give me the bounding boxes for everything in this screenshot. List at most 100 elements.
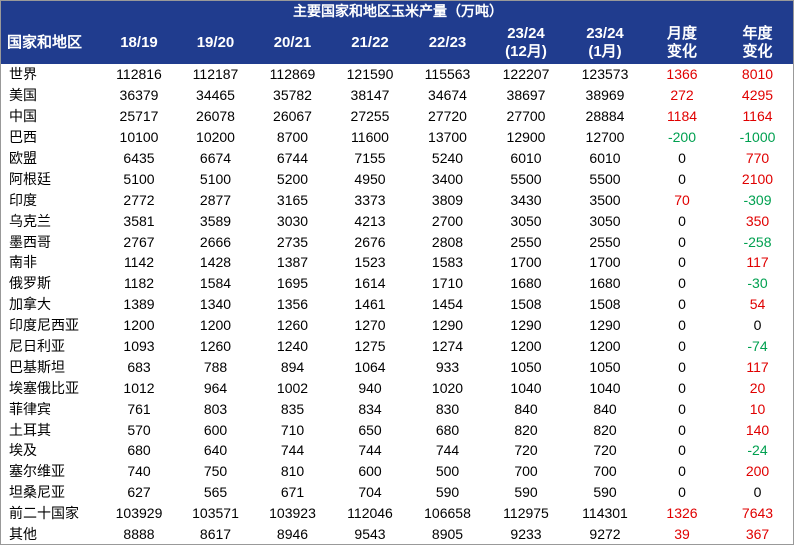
value-cell: 4950 xyxy=(354,170,386,187)
value-cell: 35782 xyxy=(273,87,312,104)
value-cell: 200 xyxy=(745,463,770,480)
value-cell: 6435 xyxy=(123,150,155,166)
value-cell: 671 xyxy=(280,484,305,501)
value-cell: 3581 xyxy=(123,212,155,229)
value-cell: 117 xyxy=(746,254,769,271)
header-text: 18/19 xyxy=(120,33,158,51)
value-cell: 2550 xyxy=(589,233,621,250)
value-cell: 0 xyxy=(678,463,686,480)
value-cell: 820 xyxy=(514,421,538,438)
region-cell: 俄罗斯 xyxy=(9,275,51,292)
header-text: 变化 xyxy=(742,42,773,60)
value-cell: 2676 xyxy=(354,233,386,250)
data-row: 尼日利亚 1093 1260 1240 1275 1274 1200 1200 0 -74 xyxy=(1,336,793,357)
value-cell: 5100 xyxy=(123,170,155,187)
value-cell: 1583 xyxy=(431,254,464,271)
value-cell: 1050 xyxy=(510,358,542,375)
value-cell: 600 xyxy=(203,421,228,438)
value-cell: 1290 xyxy=(510,317,542,334)
value-cell: 8010 xyxy=(741,66,774,83)
value-cell: 6674 xyxy=(199,150,232,166)
value-cell: -258 xyxy=(743,233,772,250)
value-cell: 27720 xyxy=(428,108,467,125)
header-text: 变化 xyxy=(666,42,697,60)
header-cell: 国家和地区 xyxy=(1,21,101,64)
value-cell: 830 xyxy=(435,400,460,417)
region-cell: 尼日利亚 xyxy=(9,338,65,355)
header-cell: 20/21 xyxy=(254,21,331,64)
data-row: 阿根廷 5100 5100 5200 4950 3400 5500 5500 0 2100 xyxy=(1,168,793,189)
value-cell: 10 xyxy=(749,400,766,417)
value-cell: 1366 xyxy=(666,66,698,83)
value-cell: -1000 xyxy=(739,129,776,146)
value-cell: 5500 xyxy=(589,170,621,187)
value-cell: -74 xyxy=(747,338,768,355)
value-cell: 1387 xyxy=(276,254,309,271)
value-cell: 11600 xyxy=(351,129,389,146)
data-row: 巴基斯坦 683 788 894 1064 933 1050 1050 0 117 xyxy=(1,356,793,377)
value-cell: 34465 xyxy=(196,87,235,104)
data-row: 坦桑尼亚 627 565 671 704 590 590 590 0 0 xyxy=(1,482,793,503)
value-cell: 1200 xyxy=(199,317,232,334)
value-cell: 36379 xyxy=(119,87,159,104)
value-cell: 700 xyxy=(514,463,538,480)
value-cell: 39 xyxy=(674,526,690,543)
value-cell: 0 xyxy=(678,400,686,417)
region-cell: 菲律宾 xyxy=(9,400,51,417)
value-cell: 112187 xyxy=(192,66,239,83)
value-cell: 740 xyxy=(127,463,151,480)
value-cell: 1356 xyxy=(276,296,309,313)
value-cell: 3500 xyxy=(589,191,621,208)
value-cell: 0 xyxy=(678,233,686,250)
value-cell: 3030 xyxy=(276,212,309,229)
value-cell: 1389 xyxy=(123,296,155,313)
value-cell: 38697 xyxy=(506,87,546,104)
value-cell: 10100 xyxy=(119,129,159,146)
value-cell: 103929 xyxy=(115,505,163,522)
value-cell: 38969 xyxy=(585,87,625,104)
value-cell: 2550 xyxy=(510,233,542,250)
value-cell: 720 xyxy=(593,442,617,459)
region-cell: 巴西 xyxy=(9,129,37,146)
value-cell: 3373 xyxy=(354,191,386,208)
value-cell: 0 xyxy=(678,421,686,438)
value-cell: 5200 xyxy=(276,170,309,187)
data-row: 欧盟 6435 6674 6744 7155 5240 6010 6010 0 770 xyxy=(1,148,793,169)
value-cell: 710 xyxy=(280,421,305,438)
region-cell: 乌克兰 xyxy=(9,212,51,229)
value-cell: 590 xyxy=(593,484,617,501)
header-cell: 21/22 xyxy=(331,21,409,64)
region-cell: 塞尔维亚 xyxy=(9,463,65,480)
value-cell: 1340 xyxy=(199,296,232,313)
value-cell: 600 xyxy=(358,463,382,480)
header-text: 23/24 xyxy=(586,24,624,42)
data-row: 印度 2772 2877 3165 3373 3809 3430 3500 70 -309 xyxy=(1,189,793,210)
value-cell: 1270 xyxy=(354,317,386,334)
header-cell: 22/23 xyxy=(409,21,486,64)
value-cell: 3165 xyxy=(276,191,309,208)
data-row: 加拿大 1389 1340 1356 1461 1454 1508 1508 0 54 xyxy=(1,294,793,315)
value-cell: 1200 xyxy=(510,338,542,355)
value-cell: 117 xyxy=(746,358,769,375)
header-text: (1月) xyxy=(588,42,622,60)
value-cell: 1614 xyxy=(354,275,386,292)
header-text: 年度 xyxy=(742,24,773,42)
value-cell: 13700 xyxy=(428,129,467,146)
value-cell: 5500 xyxy=(510,170,542,187)
value-cell: 0 xyxy=(678,338,686,355)
value-cell: 8946 xyxy=(276,526,309,543)
value-cell: 54 xyxy=(749,296,766,313)
data-row: 巴西 10100 10200 8700 11600 13700 12900 12700 -200… xyxy=(1,127,793,148)
value-cell: 0 xyxy=(753,317,762,334)
value-cell: 9233 xyxy=(510,526,542,543)
value-cell: 1050 xyxy=(589,358,621,375)
region-cell: 埃及 xyxy=(9,442,37,459)
value-cell: 0 xyxy=(678,484,686,501)
value-cell: 840 xyxy=(514,400,538,417)
region-cell: 阿根廷 xyxy=(9,170,51,187)
value-cell: 5100 xyxy=(199,170,232,187)
header-cell: 23/24 (1月) xyxy=(566,21,644,64)
value-cell: 1200 xyxy=(123,317,155,334)
value-cell: 2767 xyxy=(123,233,155,250)
